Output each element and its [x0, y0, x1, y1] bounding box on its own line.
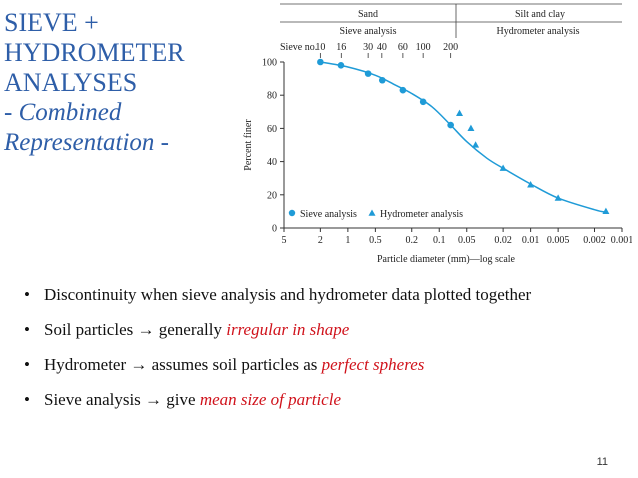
x-tick-label: 0.002	[583, 235, 606, 246]
bullet-item: • Sieve analysis → give mean size of part…	[24, 389, 616, 411]
sieve-number-label: 30	[363, 42, 373, 53]
title-line-1: SIEVE +	[4, 8, 99, 37]
header-silt-clay: Silt and clay	[515, 9, 565, 20]
bullet-text: Hydrometer	[44, 355, 131, 374]
bullet-dot: •	[24, 355, 30, 374]
bullet-dot: •	[24, 320, 30, 339]
emphasis-text: irregular in shape	[226, 320, 350, 339]
x-tick-label: 0.001	[611, 235, 632, 246]
arrow-icon: →	[145, 390, 163, 409]
grain-size-chart: Sand Silt and clay Sieve analysis Hydrom…	[243, 3, 632, 265]
y-tick-label: 80	[267, 91, 277, 102]
legend-hydrometer-label: Hydrometer analysis	[380, 209, 463, 220]
bullet-text: give	[162, 390, 200, 409]
x-tick-label: 0.01	[522, 235, 540, 246]
hydrometer-data-point	[456, 109, 464, 117]
x-tick-label: 0.02	[494, 235, 512, 246]
gradation-curve	[320, 61, 607, 213]
sieve-data-point	[337, 62, 345, 69]
sieve-data-point	[399, 86, 407, 94]
y-tick-label: 40	[267, 157, 277, 168]
y-tick-label: 20	[267, 190, 277, 201]
hydrometer-data-point	[527, 181, 535, 188]
y-tick-label: 60	[267, 124, 277, 135]
subtitle-line-1: - Combined	[4, 99, 122, 126]
subtitle-line-2: Representation -	[4, 129, 170, 156]
x-tick-label: 0.2	[405, 235, 418, 246]
sieve-data-point	[447, 121, 454, 129]
bullet-list: • Discontinuity when sieve analysis and h…	[24, 284, 616, 424]
sieve-number-label: 10	[315, 42, 325, 53]
emphasis-text: perfect spheres	[321, 355, 425, 374]
chart-axes: 0 20 40 60 80 100 5 2 1 0.5 0.2 0.1 0.05 0.02 0.01 0.00…	[262, 58, 632, 247]
bullet-dot: •	[24, 285, 30, 304]
legend: Sieve analysis Hydrometer analysis	[288, 209, 463, 220]
slide-title-block: SIEVE + HYDROMETER ANALYSES - Combined R…	[4, 8, 244, 158]
hydrometer-data-point	[472, 141, 480, 148]
sieve-number-label: 60	[398, 42, 408, 53]
header-sand: Sand	[358, 9, 378, 20]
x-tick-label: 2	[318, 235, 323, 246]
emphasis-text: mean size of particle	[199, 390, 341, 409]
bullet-text: Sieve analysis	[44, 390, 146, 409]
bullet-item: • Soil particles → generally irregular in…	[24, 319, 616, 341]
y-axis-label: Percent finer	[243, 119, 254, 171]
x-tick-label: 0.5	[369, 235, 382, 246]
hydrometer-data-point	[602, 207, 610, 214]
legend-sieve-label: Sieve analysis	[300, 209, 357, 220]
sieve-numbers: 10 16 30 40 60 100 200	[315, 42, 458, 58]
sieve-number-label: 40	[377, 42, 387, 53]
hydrometer-data-point	[554, 194, 562, 201]
sieve-number-label: 16	[336, 42, 346, 53]
sieve-no-label: Sieve no.	[280, 42, 317, 53]
sieve-data-point	[378, 76, 386, 84]
header-hydrometer-analysis: Hydrometer analysis	[496, 26, 579, 37]
data-points	[317, 58, 610, 214]
sieve-number-label: 100	[416, 42, 431, 53]
x-tick-label: 0.005	[547, 235, 570, 246]
title-line-2: HYDROMETER	[4, 38, 185, 67]
bullet-text: Discontinuity when sieve analysis and hy…	[44, 285, 532, 304]
sieve-data-point	[419, 98, 427, 106]
bullet-item: • Discontinuity when sieve analysis and h…	[24, 284, 616, 306]
sieve-data-point	[317, 58, 324, 66]
gradation-curve-line	[320, 61, 607, 213]
x-tick-label: 0.05	[458, 235, 476, 246]
bullet-text: generally	[154, 320, 227, 339]
y-tick-label: 0	[272, 224, 277, 235]
bullet-dot: •	[24, 390, 30, 409]
bullet-text: assumes soil particles as	[147, 355, 322, 374]
sieve-number-label: 200	[443, 42, 458, 53]
sieve-data-point	[364, 70, 372, 77]
figure-header: Sand Silt and clay Sieve analysis Hydrom…	[280, 3, 622, 53]
hydrometer-data-point	[499, 164, 507, 171]
y-tick-label: 100	[262, 58, 277, 69]
legend-sieve-marker	[288, 209, 296, 217]
bullet-text: Soil particles	[44, 320, 138, 339]
x-tick-label: 5	[282, 235, 287, 246]
title-line-3: ANALYSES	[4, 68, 138, 97]
arrow-icon: →	[137, 320, 155, 339]
legend-hydrometer-marker	[368, 209, 376, 216]
x-axis-label: Particle diameter (mm)—log scale	[377, 254, 516, 265]
hydrometer-data-point	[467, 124, 475, 131]
x-tick-label: 0.1	[433, 235, 446, 246]
page-number: 11	[596, 456, 608, 468]
header-sieve-analysis: Sieve analysis	[340, 26, 397, 37]
arrow-icon: →	[130, 355, 148, 374]
x-tick-label: 1	[345, 235, 350, 246]
bullet-item: • Hydrometer → assumes soil particles as …	[24, 354, 616, 376]
